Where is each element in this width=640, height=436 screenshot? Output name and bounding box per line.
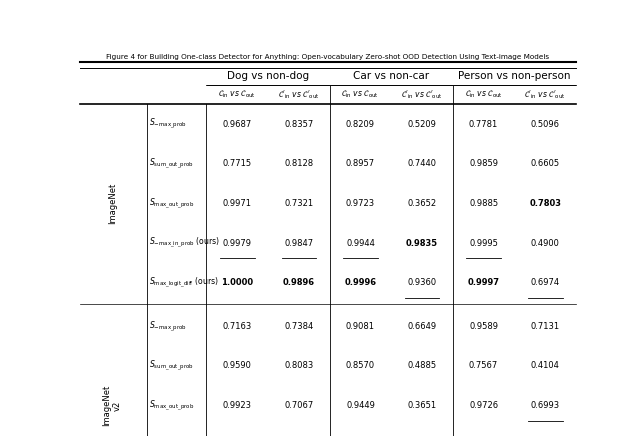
Text: 0.6993: 0.6993 — [531, 401, 560, 410]
Text: 0.9971: 0.9971 — [223, 199, 252, 208]
Text: $\mathcal{C}'_{\mathrm{in}}$ vs $\mathcal{C}'_{\mathrm{out}}$: $\mathcal{C}'_{\mathrm{in}}$ vs $\mathca… — [524, 88, 566, 101]
Text: 0.4104: 0.4104 — [531, 361, 559, 371]
Text: $S_{\mathrm{sum\_out\_prob}}$: $S_{\mathrm{sum\_out\_prob}}$ — [150, 359, 195, 373]
Text: 0.9449: 0.9449 — [346, 401, 375, 410]
Text: 0.7803: 0.7803 — [529, 199, 561, 208]
Text: $\mathcal{C}_{\mathrm{in}}$ vs $\mathcal{C}_{\mathrm{out}}$: $\mathcal{C}_{\mathrm{in}}$ vs $\mathcal… — [218, 89, 256, 100]
Text: 0.6974: 0.6974 — [531, 278, 560, 287]
Text: 0.7384: 0.7384 — [284, 322, 314, 331]
Text: 0.9360: 0.9360 — [408, 278, 436, 287]
Text: 0.9835: 0.9835 — [406, 238, 438, 248]
Text: 0.9590: 0.9590 — [223, 361, 252, 371]
Text: 0.8083: 0.8083 — [284, 361, 314, 371]
Text: 0.5209: 0.5209 — [408, 119, 436, 129]
Text: 0.9723: 0.9723 — [346, 199, 375, 208]
Text: 0.9979: 0.9979 — [223, 238, 252, 248]
Text: $S_{-\mathrm{max\_prob}}$: $S_{-\mathrm{max\_prob}}$ — [150, 117, 188, 131]
Text: 0.8570: 0.8570 — [346, 361, 375, 371]
Text: 0.9944: 0.9944 — [346, 238, 375, 248]
Text: 0.5096: 0.5096 — [531, 119, 560, 129]
Text: 0.6649: 0.6649 — [408, 322, 436, 331]
Text: ImageNet: ImageNet — [108, 183, 116, 224]
Text: $\mathcal{C}_{\mathrm{in}}$ vs $\mathcal{C}_{\mathrm{out}}$: $\mathcal{C}_{\mathrm{in}}$ vs $\mathcal… — [342, 89, 380, 100]
Text: 0.8957: 0.8957 — [346, 159, 375, 168]
Text: 0.7131: 0.7131 — [531, 322, 560, 331]
Text: 0.9885: 0.9885 — [469, 199, 498, 208]
Text: $\mathcal{C}_{\mathrm{in}}$ vs $\mathcal{C}_{\mathrm{out}}$: $\mathcal{C}_{\mathrm{in}}$ vs $\mathcal… — [465, 89, 502, 100]
Text: ImageNet
v2: ImageNet v2 — [102, 385, 122, 426]
Text: 0.9923: 0.9923 — [223, 401, 252, 410]
Text: 0.9996: 0.9996 — [344, 278, 376, 287]
Text: 0.9859: 0.9859 — [469, 159, 498, 168]
Text: Person vs non-person: Person vs non-person — [458, 71, 571, 81]
Text: 0.9687: 0.9687 — [223, 119, 252, 129]
Text: 0.7715: 0.7715 — [223, 159, 252, 168]
Text: 0.3651: 0.3651 — [408, 401, 436, 410]
Text: 0.4885: 0.4885 — [408, 361, 436, 371]
Text: 0.9081: 0.9081 — [346, 322, 375, 331]
Text: $S_{\mathrm{max\_out\_prob}}$: $S_{\mathrm{max\_out\_prob}}$ — [150, 196, 195, 211]
Text: $S_{-\mathrm{max\_in\_prob}}$ (ours): $S_{-\mathrm{max\_in\_prob}}$ (ours) — [150, 236, 221, 250]
Text: $S_{\mathrm{max\_out\_prob}}$: $S_{\mathrm{max\_out\_prob}}$ — [150, 398, 195, 413]
Text: 0.9997: 0.9997 — [468, 278, 500, 287]
Text: 0.8357: 0.8357 — [284, 119, 314, 129]
Text: Figure 4 for Building One-class Detector for Anything: Open-vocabulary Zero-shot: Figure 4 for Building One-class Detector… — [106, 54, 550, 60]
Text: 0.8209: 0.8209 — [346, 119, 375, 129]
Text: Dog vs non-dog: Dog vs non-dog — [227, 71, 309, 81]
Text: 0.7440: 0.7440 — [408, 159, 436, 168]
Text: $\mathcal{C}'_{\mathrm{in}}$ vs $\mathcal{C}'_{\mathrm{out}}$: $\mathcal{C}'_{\mathrm{in}}$ vs $\mathca… — [278, 88, 319, 101]
Text: 0.9847: 0.9847 — [284, 238, 314, 248]
Text: Car vs non-car: Car vs non-car — [353, 71, 429, 81]
Text: 0.7067: 0.7067 — [284, 401, 314, 410]
Text: 0.7781: 0.7781 — [469, 119, 499, 129]
Text: 0.7163: 0.7163 — [223, 322, 252, 331]
Text: 0.6605: 0.6605 — [531, 159, 560, 168]
Text: 0.7567: 0.7567 — [469, 361, 499, 371]
Text: $S_{\mathrm{max\_logit\_diff}}$ (ours): $S_{\mathrm{max\_logit\_diff}}$ (ours) — [150, 276, 220, 290]
Text: 0.3652: 0.3652 — [408, 199, 436, 208]
Text: 0.9995: 0.9995 — [469, 238, 498, 248]
Text: 0.4900: 0.4900 — [531, 238, 559, 248]
Text: 1.0000: 1.0000 — [221, 278, 253, 287]
Text: $S_{\mathrm{sum\_out\_prob}}$: $S_{\mathrm{sum\_out\_prob}}$ — [150, 157, 195, 171]
Text: 0.7321: 0.7321 — [284, 199, 314, 208]
Text: $\mathcal{C}'_{\mathrm{in}}$ vs $\mathcal{C}'_{\mathrm{out}}$: $\mathcal{C}'_{\mathrm{in}}$ vs $\mathca… — [401, 88, 443, 101]
Text: 0.9726: 0.9726 — [469, 401, 498, 410]
Text: 0.9896: 0.9896 — [283, 278, 315, 287]
Text: 0.9589: 0.9589 — [469, 322, 498, 331]
Text: $S_{-\mathrm{max\_prob}}$: $S_{-\mathrm{max\_prob}}$ — [150, 319, 188, 334]
Text: 0.8128: 0.8128 — [284, 159, 314, 168]
